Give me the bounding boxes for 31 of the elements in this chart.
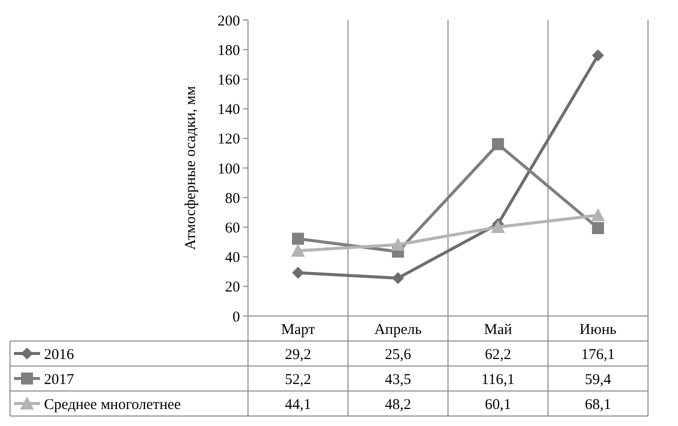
y-axis-title: Атмосферные осадки, мм: [183, 85, 199, 250]
legend-label: 2016: [44, 346, 74, 363]
x-tick-label: Май: [484, 322, 512, 338]
data-label: 44,1: [284, 396, 312, 413]
data-label: 52,2: [284, 372, 312, 388]
data-label: 43,5: [384, 372, 412, 388]
y-tick-label: 120: [218, 132, 240, 148]
data-label: 48,2: [384, 396, 412, 413]
x-tick-label: Март: [281, 322, 316, 338]
x-tick-label: Июнь: [580, 322, 617, 338]
data-label: 60,1: [484, 396, 512, 413]
legend-label: Среднее многолетнее: [44, 396, 182, 413]
y-tick-label: 80: [225, 190, 240, 207]
y-tick-label: 20: [225, 280, 240, 296]
y-tick-label: 200: [218, 13, 240, 30]
y-tick-label: 100: [218, 161, 240, 178]
data-label: 62,2: [484, 346, 512, 363]
legend-label: 2017: [44, 372, 74, 388]
data-label: 29,2: [284, 346, 312, 363]
data-label: 176,1: [581, 346, 615, 363]
y-tick-label: 160: [218, 72, 240, 88]
data-label: 116,1: [481, 372, 515, 388]
y-tick-label: 180: [218, 42, 240, 59]
y-tick-label: 140: [218, 102, 240, 118]
data-label: 68,1: [584, 396, 612, 413]
data-label: 25,6: [384, 346, 412, 363]
x-tick-label: Апрель: [374, 322, 422, 338]
y-tick-label: 0: [232, 309, 240, 326]
y-tick-label: 60: [225, 220, 240, 236]
y-tick-label: 40: [225, 250, 240, 266]
data-label: 59,4: [584, 372, 612, 388]
